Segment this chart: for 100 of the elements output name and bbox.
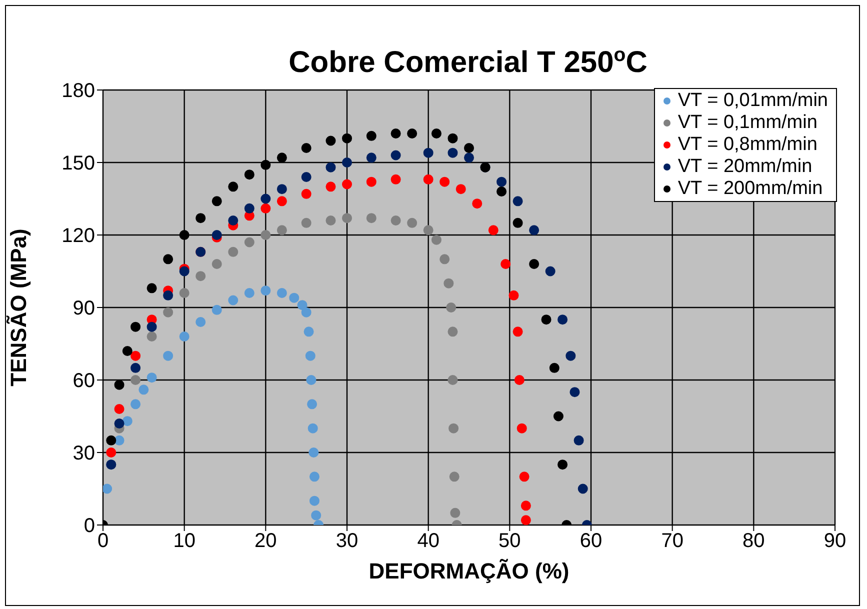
point [578,484,588,494]
point [114,418,124,429]
point [423,225,434,236]
point [464,142,474,154]
point [130,374,141,386]
point [444,278,454,288]
point [366,176,376,187]
point [309,496,320,506]
point [163,290,174,300]
point [130,322,141,332]
point [326,182,336,192]
point [163,254,174,264]
point [407,218,418,228]
point [366,130,376,141]
point [423,148,434,158]
point [212,258,222,270]
point [520,515,531,525]
point [423,174,434,184]
point [390,215,401,226]
point [570,387,580,398]
x-axis-title: DEFORMAÇÃO (%) [368,558,570,584]
y-tick-label: 30 [72,442,95,465]
point [520,500,531,511]
point [519,472,530,482]
point [301,188,312,199]
point [130,399,141,410]
point [342,133,352,144]
point [228,246,238,257]
point [130,362,141,373]
point [541,314,552,325]
point [366,213,376,224]
point [574,435,584,446]
point [326,136,336,146]
y-tick-label: 90 [72,298,95,320]
point [122,416,132,426]
point [326,162,336,172]
point [488,225,498,236]
point [244,170,254,180]
point [106,447,116,458]
point [244,288,254,298]
point [390,150,401,160]
point [311,510,322,520]
point [545,266,556,276]
point [179,230,190,240]
point [450,508,460,518]
point [431,128,442,139]
point [529,258,540,270]
point [308,447,319,458]
legend-label: VT = 0,1mm/min [678,112,818,134]
point [276,225,287,236]
point [103,484,112,494]
point [196,213,206,224]
point [448,374,458,386]
point [390,174,401,184]
point [163,307,174,318]
x-tick-label: 40 [417,530,440,552]
point [342,213,352,224]
point [566,350,576,361]
x-tick-label: 90 [824,530,846,552]
point [431,234,442,245]
x-tick-label: 30 [336,530,358,552]
point [276,152,287,163]
point [342,179,352,190]
point [308,423,318,434]
point [244,237,254,248]
point [448,326,458,337]
y-tick-label: 120 [62,225,95,248]
x-tick-label: 60 [580,530,602,552]
point [342,157,352,168]
point [446,302,456,313]
legend-label: VT = 200mm/min [678,178,823,200]
point [514,374,524,386]
point [260,203,271,214]
point [309,472,320,482]
x-tick-label: 20 [254,530,277,552]
point [440,176,450,187]
point [130,350,141,361]
point [549,362,560,373]
point [512,326,523,337]
point [326,215,336,226]
point [146,331,157,342]
point [464,152,474,163]
point [114,380,124,390]
point [500,258,511,270]
point [448,423,459,434]
point [512,196,523,206]
point [146,283,157,294]
point [307,399,318,410]
point [289,292,300,303]
point [449,472,460,482]
y-axis-title: TENSÃO (MPa) [6,228,31,386]
point [305,350,316,361]
x-tick-label: 0 [97,530,109,552]
point [496,176,507,187]
x-tick-label: 70 [661,530,684,552]
point [306,374,316,386]
legend-label: VT = 0,8mm/min [678,134,818,156]
x-tick-label: 50 [498,530,521,552]
point [448,148,458,158]
point [366,152,376,163]
